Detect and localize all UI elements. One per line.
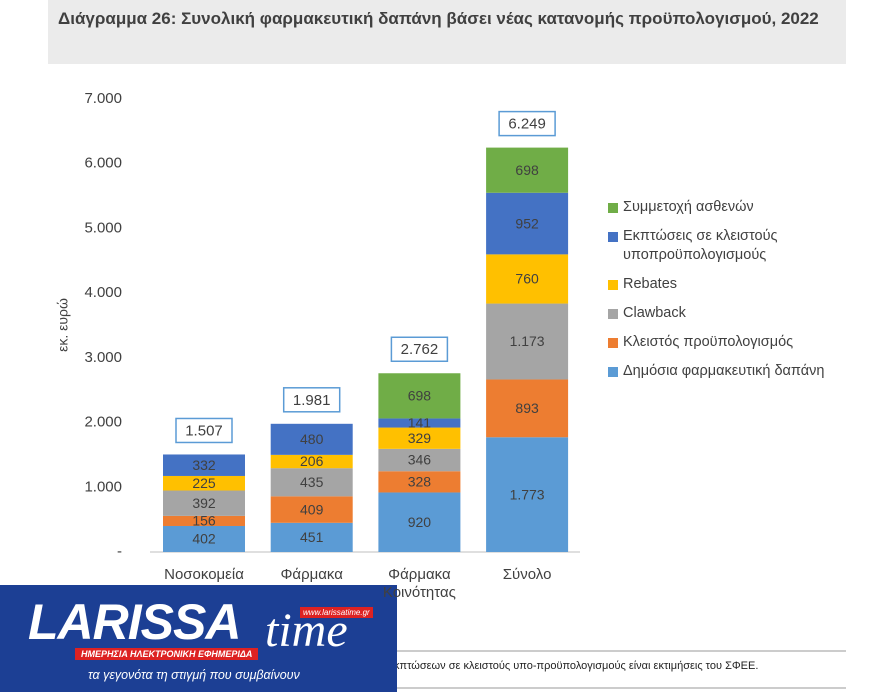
legend-item: Κλειστός προϋπολογισμός — [608, 333, 858, 352]
logo-name: LARISSA — [28, 594, 241, 650]
y-tick-label: 2.000 — [84, 414, 122, 431]
logo-url: www.larissatime.gr — [300, 607, 373, 618]
x-tick-label: Φάρμακα Κοινότητας — [382, 566, 456, 601]
bar-segment — [163, 515, 245, 526]
logo-motto: τα γεγονότα τη στιγμή που συμβαίνουν — [88, 668, 300, 682]
total-label: 1.981 — [293, 392, 331, 409]
bar-segment — [486, 379, 569, 438]
bar-segment — [163, 525, 245, 552]
bar-segment — [163, 475, 245, 491]
legend-item: Συμμετοχή ασθενών — [608, 198, 858, 217]
bar-segment — [378, 448, 461, 472]
data-label: 332 — [192, 457, 216, 473]
bar-segment — [270, 522, 353, 552]
total-box — [390, 336, 449, 363]
bar-segment — [486, 303, 569, 380]
bar-segment — [378, 471, 461, 493]
bar-segment — [378, 492, 461, 552]
y-tick-label: 3.000 — [84, 349, 122, 366]
bar-segment — [486, 437, 569, 552]
legend-label: Συμμετοχή ασθενών — [623, 199, 754, 215]
y-tick-label: 1.000 — [84, 478, 122, 495]
total-box — [282, 387, 341, 413]
legend-swatch — [608, 309, 618, 319]
logo-tagline: ΗΜΕΡΗΣΙΑ ΗΛΕΚΤΡΟΝΙΚΗ ΕΦΗΜΕΡΙΔΑ — [75, 648, 259, 660]
x-tick-label: Σύνολο — [502, 566, 552, 583]
legend-label: Rebates — [623, 276, 678, 292]
bar-segment — [270, 423, 353, 455]
data-label: 329 — [408, 430, 432, 446]
data-label: 451 — [300, 529, 324, 545]
data-label: 435 — [300, 474, 324, 490]
data-label: 156 — [192, 513, 216, 529]
data-label: 206 — [300, 453, 324, 469]
y-tick-label: - — [117, 543, 122, 560]
data-label: 402 — [192, 531, 216, 547]
legend-item: Δημόσια φαρμακευτική δαπάνη — [608, 362, 858, 381]
total-box — [175, 417, 233, 444]
total-label: 1.507 — [185, 422, 223, 439]
legend-label: Clawback — [623, 305, 686, 321]
data-label: 952 — [515, 215, 539, 231]
bar-segment — [270, 454, 353, 469]
bar-segment — [163, 454, 245, 476]
data-label: 392 — [192, 495, 216, 511]
y-tick-label: 5.000 — [84, 219, 122, 236]
data-label: 760 — [515, 271, 539, 287]
x-tick-label: Φάρμακα — [280, 566, 343, 583]
total-label: 2.762 — [401, 341, 439, 358]
legend-label: Εκπτώσεις σε κλειστούς υποπροϋπολογισμού… — [623, 228, 778, 263]
data-label: 480 — [300, 431, 324, 447]
logo: LARISSA time www.larissatime.gr ΗΜΕΡΗΣΙΑ… — [0, 585, 397, 692]
bar-segment — [486, 192, 569, 255]
data-label: 328 — [408, 474, 432, 490]
bar-segment — [486, 254, 569, 304]
data-label: 409 — [300, 501, 324, 517]
data-label: 346 — [408, 452, 432, 468]
legend-swatch — [608, 203, 618, 213]
bar-segment — [378, 418, 461, 428]
bar-segment — [270, 496, 353, 523]
data-label: 141 — [408, 415, 432, 431]
legend-item: Rebates — [608, 275, 858, 294]
chart-title: Διάγραμμα 26: Συνολική φαρμακευτική δαπά… — [48, 0, 846, 64]
data-label: 698 — [515, 162, 539, 178]
legend-swatch — [608, 367, 618, 377]
legend-swatch — [608, 280, 618, 290]
data-label: 893 — [515, 400, 539, 416]
bar-segment — [378, 373, 461, 419]
data-label: 698 — [408, 388, 432, 404]
x-tick-label: Νοσοκομεία — [164, 566, 244, 583]
data-label: 1.173 — [510, 333, 545, 349]
total-box — [498, 110, 556, 137]
y-axis-label: εκ. ευρώ — [55, 298, 71, 352]
legend-item: Clawback — [608, 304, 858, 323]
bar-segment — [486, 147, 569, 193]
legend-swatch — [608, 338, 618, 348]
legend-swatch — [608, 232, 618, 242]
bar-segment — [378, 427, 461, 449]
legend-label: Δημόσια φαρμακευτική δαπάνη — [623, 363, 825, 379]
total-label: 6.249 — [508, 116, 546, 133]
bar-segment — [270, 468, 353, 497]
footnote: κπτώσεων σε κλειστούς υπο-προϋπολογισμού… — [394, 660, 759, 672]
data-label: 1.773 — [510, 486, 545, 502]
y-tick-label: 6.000 — [84, 155, 122, 172]
data-label: 225 — [192, 475, 216, 491]
data-label: 920 — [408, 514, 432, 530]
y-tick-label: 7.000 — [84, 90, 122, 107]
legend-item: Εκπτώσεις σε κλειστούς υποπροϋπολογισμού… — [608, 227, 858, 265]
y-tick-label: 4.000 — [84, 284, 122, 301]
bar-segment — [163, 490, 245, 516]
legend-label: Κλειστός προϋπολογισμός — [623, 334, 794, 350]
